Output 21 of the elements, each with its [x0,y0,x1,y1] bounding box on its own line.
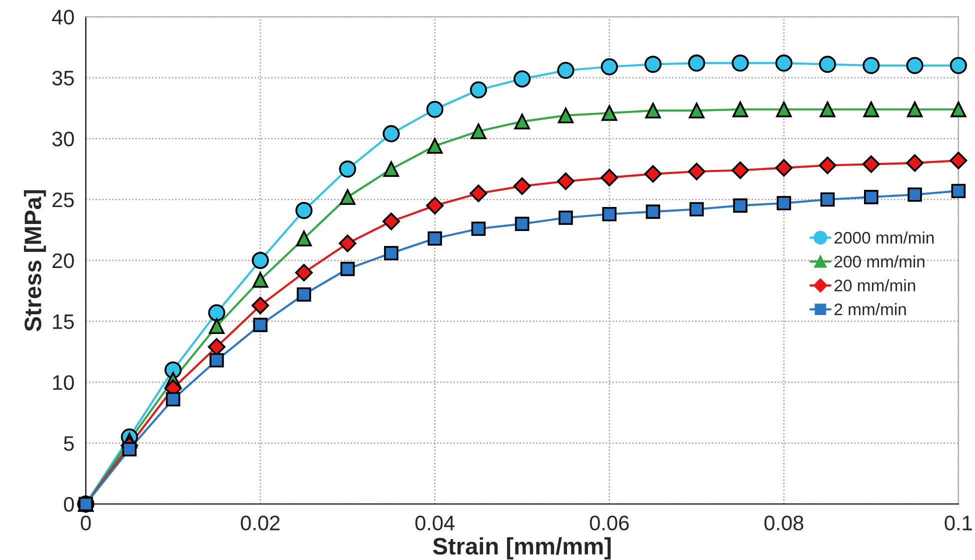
y-tick-label: 10 [53,375,74,390]
y-axis-title: Stress [MPa] [24,190,46,332]
legend-label: 2 mm/min [834,303,906,316]
y-tick-label: 20 [52,253,74,268]
y-tick-label: 0 [64,497,74,512]
legend-label: 200 mm/min [834,255,924,268]
legend-label: 20 mm/min [834,279,916,292]
y-tick-label: 40 [52,10,74,25]
y-tick-label: 35 [52,70,74,86]
x-tick-label: 0.04 [415,516,455,530]
x-tick-label: 0.06 [590,516,629,530]
x-tick-label: 0 [80,516,91,530]
x-tick-label: 0.02 [240,516,280,530]
x-tick-label: 0.1 [944,516,972,530]
x-tick-label: 0.08 [764,516,804,530]
y-tick-label: 25 [52,192,74,208]
y-tick-label: 5 [64,436,74,451]
legend-label: 2000 mm/min [834,231,934,244]
x-axis-title: Strain [mm/mm] [432,537,611,560]
y-tick-label: 30 [52,132,74,146]
y-tick-label: 15 [53,314,74,330]
